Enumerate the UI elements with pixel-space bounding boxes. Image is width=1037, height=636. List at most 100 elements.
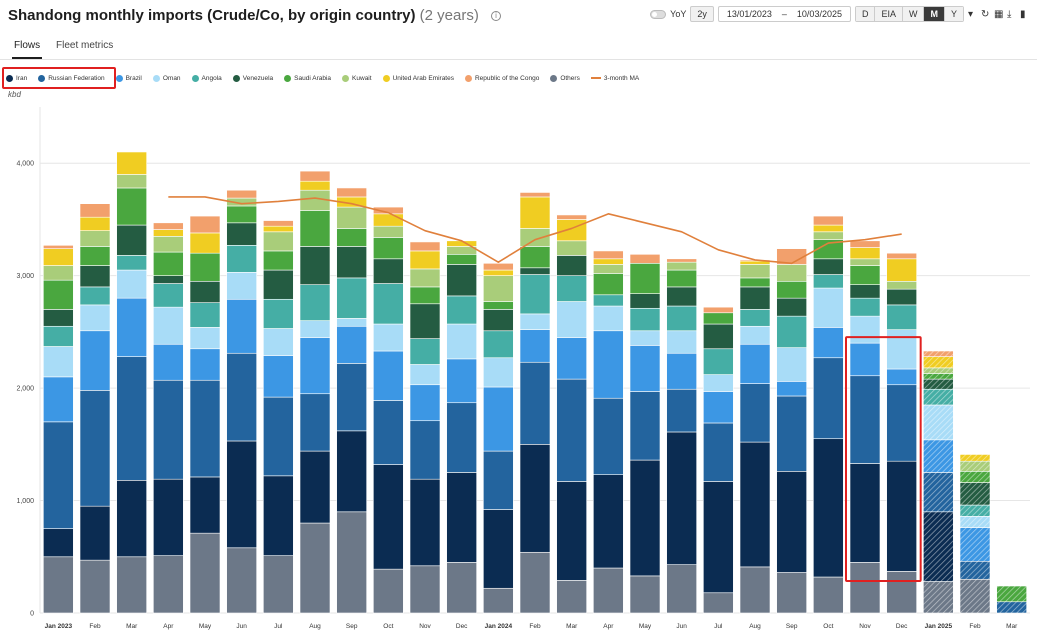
- bar-oman: [299, 320, 331, 338]
- bar-others: [116, 556, 147, 614]
- bar-united-arab-emirates: [116, 151, 147, 175]
- bar-brazil: [299, 337, 331, 395]
- tab-flows[interactable]: Flows: [11, 40, 43, 59]
- range-button[interactable]: 2y: [690, 6, 714, 22]
- bar-venezuela: [116, 224, 147, 256]
- bar-russian-federation: [116, 356, 147, 481]
- bar-saudi-arabia: [739, 277, 771, 288]
- bar-saudi-arabia: [299, 210, 331, 247]
- bar-angola: [79, 286, 111, 306]
- refresh-icon[interactable]: ↻: [981, 8, 990, 20]
- bar-iran: [79, 505, 111, 561]
- legend-item-united-arab-emirates[interactable]: United Arab Emirates: [382, 74, 454, 82]
- bar-angola: [666, 305, 697, 332]
- chevron-down-icon[interactable]: ▾: [968, 8, 974, 20]
- x-tick-label: Apr: [603, 623, 614, 630]
- bar-republic-of-the-congo: [373, 206, 404, 215]
- legend-item-venezuela[interactable]: Venezuela: [232, 74, 273, 82]
- bar-united-arab-emirates: [373, 213, 404, 227]
- bar-hatch: [960, 482, 990, 506]
- bar-others: [336, 511, 367, 614]
- legend-item-iran[interactable]: Iran: [6, 74, 27, 82]
- legend-item-angola[interactable]: Angola: [191, 74, 222, 82]
- x-tick-label: Aug: [309, 623, 321, 630]
- bar-angola: [556, 275, 587, 302]
- legend-label: Saudi Arabia: [294, 74, 332, 82]
- bar-saudi-arabia: [666, 269, 697, 288]
- bar-angola: [519, 274, 551, 315]
- bar-oman: [153, 306, 184, 345]
- bar-united-arab-emirates: [483, 269, 514, 276]
- bar-russian-federation: [446, 402, 477, 473]
- bar-venezuela: [336, 246, 367, 279]
- bar-others: [409, 565, 441, 614]
- legend-item-kuwait[interactable]: Kuwait: [342, 74, 372, 82]
- bar-kuwait: [813, 231, 844, 240]
- legend-item-3-month-ma[interactable]: 3-month MA: [590, 75, 639, 82]
- bar-russian-federation: [263, 396, 294, 477]
- bar-others: [593, 567, 624, 614]
- legend-item-oman[interactable]: Oman: [152, 74, 181, 82]
- info-icon[interactable]: i: [491, 11, 502, 21]
- bar-others: [373, 568, 404, 614]
- frequency-eia[interactable]: EIA: [875, 7, 903, 21]
- tab-fleet-metrics[interactable]: Fleet metrics: [56, 40, 114, 51]
- bar-hatch: [960, 505, 990, 517]
- legend-item-republic-of-the-congo[interactable]: Republic of the Congo: [464, 74, 539, 82]
- legend-item-saudi-arabia[interactable]: Saudi Arabia: [284, 74, 332, 82]
- bar-republic-of-the-congo: [629, 254, 661, 264]
- bar-hatch: [996, 586, 1027, 602]
- bar-stack: [959, 454, 991, 614]
- yoy-toggle[interactable]: [650, 9, 667, 19]
- bar-kuwait: [373, 225, 404, 238]
- legend-label: Brazil: [125, 74, 142, 82]
- bar-saudi-arabia: [703, 312, 734, 325]
- legend-item-brazil[interactable]: Brazil: [115, 74, 142, 82]
- bar-republic-of-the-congo: [336, 187, 367, 198]
- bar-oman: [886, 329, 917, 370]
- bar-stack: [299, 170, 331, 614]
- bar-kuwait: [43, 265, 74, 281]
- bar-oman: [629, 330, 661, 346]
- bar-iran: [116, 480, 147, 558]
- bar-republic-of-the-congo: [483, 262, 514, 271]
- x-tick-label: Oct: [383, 623, 393, 630]
- bar-angola: [776, 315, 807, 348]
- legend-item-others[interactable]: Others: [550, 74, 580, 82]
- bar-kuwait: [739, 264, 771, 279]
- date-range-picker[interactable]: 13/01/2023 – 10/03/2025: [717, 6, 851, 22]
- legend-item-russian-federation[interactable]: Russian Federation: [38, 74, 105, 82]
- bar-oman: [263, 328, 294, 356]
- download-icon[interactable]: ⤓: [1007, 8, 1012, 20]
- bar-brazil: [776, 381, 807, 397]
- bar-oman: [519, 313, 551, 330]
- bar-kuwait: [409, 268, 441, 288]
- bar-brazil: [629, 345, 661, 392]
- bar-brazil: [79, 330, 111, 391]
- bar-russian-federation: [483, 450, 514, 510]
- bar-oman: [226, 271, 257, 300]
- bar-saudi-arabia: [116, 187, 147, 226]
- bar-iran: [263, 475, 294, 556]
- bar-oman: [336, 318, 367, 327]
- bar-saudi-arabia: [336, 228, 367, 247]
- bar-brazil: [263, 355, 294, 398]
- grid-icon[interactable]: ▦: [994, 8, 1004, 20]
- bar-venezuela: [299, 246, 331, 285]
- bar-united-arab-emirates: [43, 248, 74, 266]
- legend-swatch: [590, 77, 601, 79]
- bar-saudi-arabia: [483, 301, 514, 310]
- bar-oman: [849, 315, 881, 344]
- bar-brazil: [739, 343, 771, 384]
- bar-others: [519, 551, 551, 614]
- frequency-m[interactable]: M: [924, 7, 945, 21]
- bar-brazil: [813, 327, 844, 359]
- bar-brazil: [483, 386, 514, 452]
- bar-others: [43, 556, 74, 614]
- bookmark-icon[interactable]: ▮: [1020, 8, 1026, 20]
- frequency-w[interactable]: W: [902, 7, 925, 21]
- legend-swatch: [152, 74, 160, 82]
- bar-russian-federation: [849, 375, 881, 464]
- frequency-d[interactable]: D: [855, 7, 876, 21]
- frequency-y[interactable]: Y: [944, 7, 963, 21]
